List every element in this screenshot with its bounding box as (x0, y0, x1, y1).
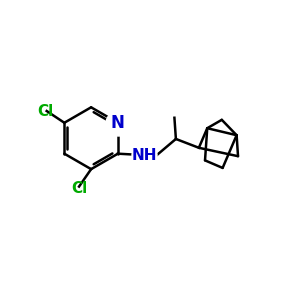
Text: NH: NH (132, 148, 157, 163)
Text: Cl: Cl (37, 103, 53, 118)
Text: N: N (111, 114, 125, 132)
Text: Cl: Cl (71, 181, 87, 196)
